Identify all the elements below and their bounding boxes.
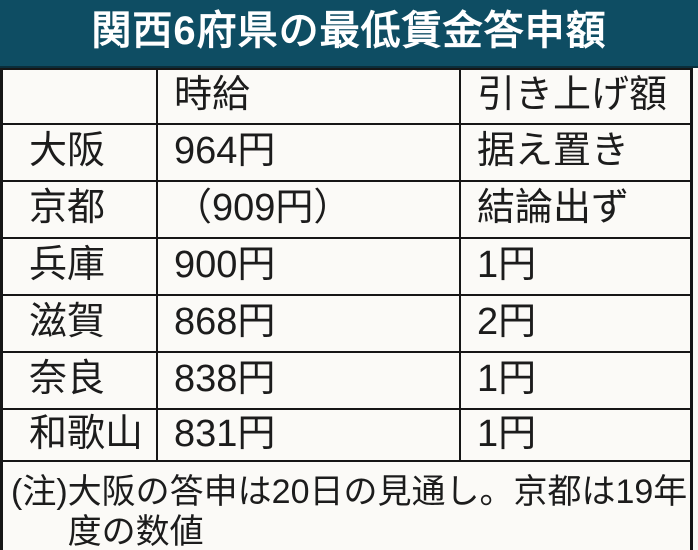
region-name: 兵庫 bbox=[29, 244, 106, 286]
region-name: 滋賀 bbox=[29, 301, 106, 343]
footnote-text: 大阪の答申は20日の見通し。京都は19年 度の数値 bbox=[68, 472, 688, 550]
raise-amount-value: 1円 bbox=[459, 239, 690, 294]
footnote-line1: 大阪の答申は20日の見通し。京都は19年 bbox=[67, 473, 688, 511]
region-name: 大阪 bbox=[29, 130, 106, 172]
table-row-kyoto: 京都 （909円） 結論出ず bbox=[3, 180, 690, 237]
hourly-wage-value: 964円 bbox=[156, 125, 459, 180]
raise-amount-value: 1円 bbox=[459, 353, 690, 408]
table-header-row: 時給 引き上げ額 bbox=[3, 70, 690, 123]
figure-title: 関西6府県の最低賃金答申額 bbox=[91, 9, 607, 53]
table-row-osaka: 大阪 964円 据え置き bbox=[3, 123, 690, 180]
footnote-line2: 度の数値 bbox=[67, 513, 204, 550]
region-name: 京都 bbox=[29, 187, 106, 229]
raise-amount-value: 据え置き bbox=[459, 125, 690, 180]
region-name: 和歌山 bbox=[29, 412, 144, 455]
raise-amount-value: 結論出ず bbox=[459, 182, 690, 237]
table-row-nara: 奈良 838円 1円 bbox=[3, 351, 690, 408]
hourly-wage-value: 831円 bbox=[156, 410, 459, 460]
region-name: 奈良 bbox=[29, 358, 106, 400]
hourly-wage-value: 838円 bbox=[156, 353, 459, 408]
footnote: (注) 大阪の答申は20日の見通し。京都は19年 度の数値 bbox=[3, 460, 690, 550]
hourly-wage-value: 900円 bbox=[156, 239, 459, 294]
table-row-shiga: 滋賀 868円 2円 bbox=[3, 294, 690, 351]
figure-title-bar: 関西6府県の最低賃金答申額 bbox=[0, 0, 698, 68]
hourly-wage-value: 868円 bbox=[156, 296, 459, 351]
raise-amount-value: 1円 bbox=[459, 410, 690, 460]
footnote-prefix: (注) bbox=[11, 473, 68, 511]
hourly-wage-value: （909円） bbox=[156, 182, 459, 237]
header-raise-amount: 引き上げ額 bbox=[459, 70, 690, 123]
table-row-hyogo: 兵庫 900円 1円 bbox=[3, 237, 690, 294]
wage-table: 時給 引き上げ額 大阪 964円 据え置き 京都 （909円） 結論出ず 兵庫 … bbox=[0, 68, 693, 550]
table-row-wakayama: 和歌山 831円 1円 bbox=[3, 408, 690, 460]
header-hourly-wage: 時給 bbox=[156, 70, 459, 123]
raise-amount-value: 2円 bbox=[459, 296, 690, 351]
header-region bbox=[3, 70, 156, 123]
